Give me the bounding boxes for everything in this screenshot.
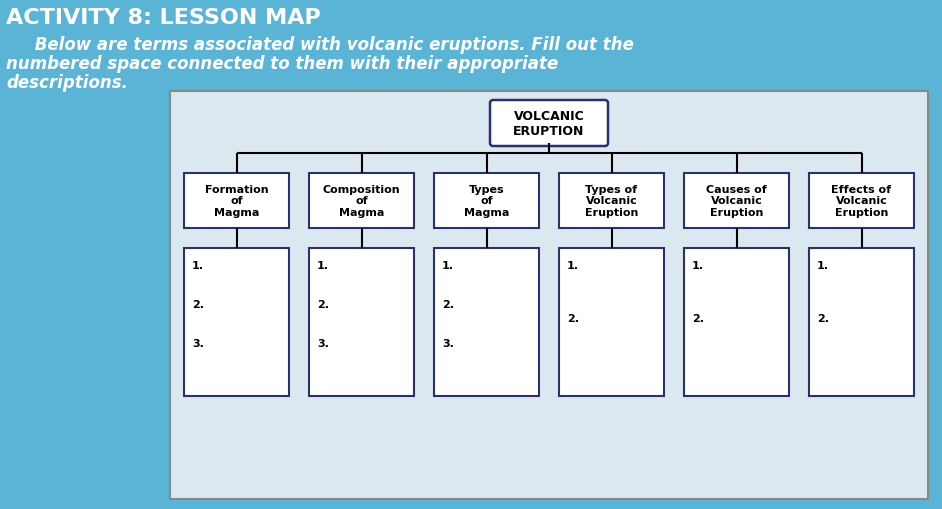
- FancyBboxPatch shape: [809, 248, 914, 396]
- Text: 1.: 1.: [817, 261, 829, 270]
- Text: 1.: 1.: [567, 261, 579, 270]
- Text: 2.: 2.: [567, 313, 579, 323]
- FancyBboxPatch shape: [170, 92, 928, 499]
- Text: 1.: 1.: [192, 261, 204, 270]
- FancyBboxPatch shape: [184, 174, 289, 229]
- FancyBboxPatch shape: [434, 248, 539, 396]
- Text: 3.: 3.: [442, 338, 454, 348]
- Text: Effects of
Volcanic
Eruption: Effects of Volcanic Eruption: [832, 185, 891, 218]
- FancyBboxPatch shape: [809, 174, 914, 229]
- FancyBboxPatch shape: [434, 174, 539, 229]
- Text: Composition
of
Magma: Composition of Magma: [323, 185, 400, 218]
- Text: 1.: 1.: [442, 261, 454, 270]
- Text: 2.: 2.: [442, 299, 454, 309]
- Text: ACTIVITY 8: LESSON MAP: ACTIVITY 8: LESSON MAP: [6, 8, 320, 28]
- Text: 1.: 1.: [692, 261, 704, 270]
- FancyBboxPatch shape: [684, 174, 789, 229]
- Text: 2.: 2.: [817, 313, 829, 323]
- FancyBboxPatch shape: [490, 101, 608, 147]
- Text: Types
of
Magma: Types of Magma: [463, 185, 510, 218]
- Text: Causes of
Volcanic
Eruption: Causes of Volcanic Eruption: [706, 185, 767, 218]
- Text: VOLCANIC
ERUPTION: VOLCANIC ERUPTION: [513, 110, 585, 138]
- FancyBboxPatch shape: [559, 248, 664, 396]
- Text: 2.: 2.: [692, 313, 704, 323]
- FancyBboxPatch shape: [184, 248, 289, 396]
- Text: Formation
of
Magma: Formation of Magma: [204, 185, 268, 218]
- Text: 2.: 2.: [192, 299, 204, 309]
- FancyBboxPatch shape: [559, 174, 664, 229]
- Text: Below are terms associated with volcanic eruptions. Fill out the: Below are terms associated with volcanic…: [6, 36, 634, 54]
- FancyBboxPatch shape: [309, 174, 414, 229]
- Text: descriptions.: descriptions.: [6, 74, 128, 92]
- Text: 1.: 1.: [317, 261, 329, 270]
- Text: Types of
Volcanic
Eruption: Types of Volcanic Eruption: [585, 185, 638, 218]
- FancyBboxPatch shape: [309, 248, 414, 396]
- Text: numbered space connected to them with their appropriate: numbered space connected to them with th…: [6, 55, 559, 73]
- Text: 3.: 3.: [317, 338, 329, 348]
- FancyBboxPatch shape: [684, 248, 789, 396]
- Text: 2.: 2.: [317, 299, 329, 309]
- Text: 3.: 3.: [192, 338, 203, 348]
